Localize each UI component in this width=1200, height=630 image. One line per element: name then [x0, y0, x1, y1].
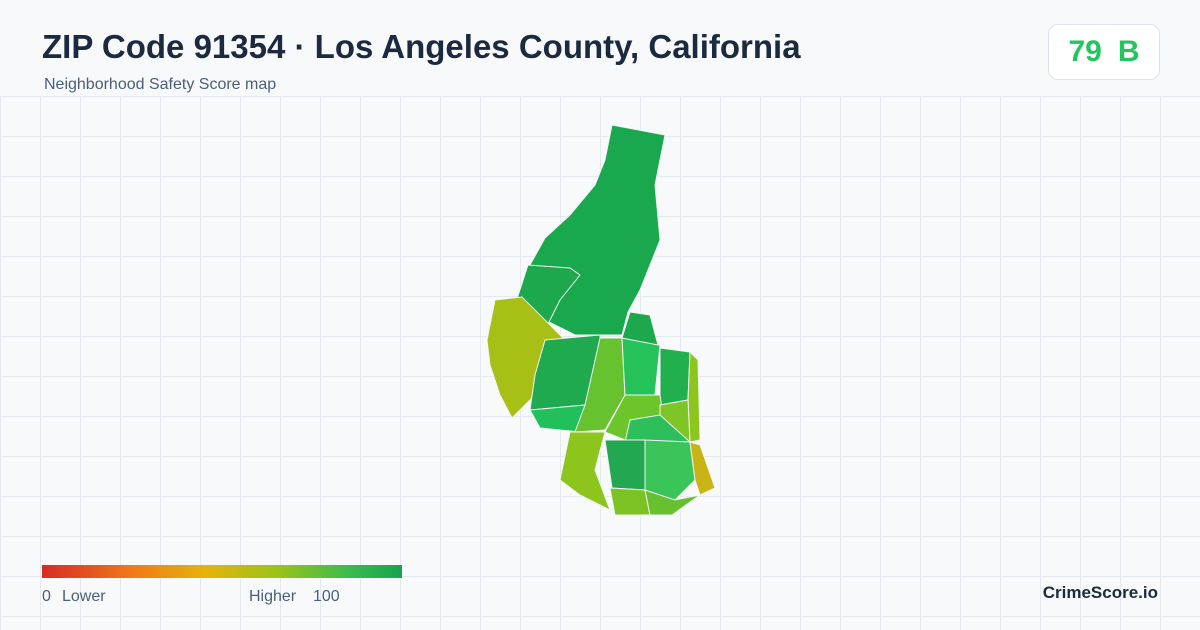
legend-max: 100: [313, 588, 340, 605]
area: [687, 350, 701, 443]
area: [486, 296, 566, 419]
brand: CrimeScore.io: [1042, 583, 1158, 602]
title: ZIP Code 91354 · Los Angeles County, Cal…: [42, 28, 801, 65]
legend-min-label: Lower: [62, 588, 106, 605]
area: [644, 489, 701, 516]
score-value: 79: [1068, 35, 1102, 68]
score-badge: 79 B: [1048, 24, 1160, 80]
area: [621, 337, 661, 396]
area: [604, 439, 646, 491]
area: [559, 431, 611, 512]
legend-gradient: [42, 565, 402, 578]
legend-max-label: Higher: [249, 588, 297, 605]
area: [621, 311, 659, 346]
area: [609, 487, 651, 516]
area: [689, 441, 716, 496]
score-grade: B: [1117, 35, 1140, 68]
area: [659, 347, 691, 406]
subtitle: Neighborhood Safety Score map: [44, 76, 277, 93]
legend-min: 0: [42, 588, 51, 605]
